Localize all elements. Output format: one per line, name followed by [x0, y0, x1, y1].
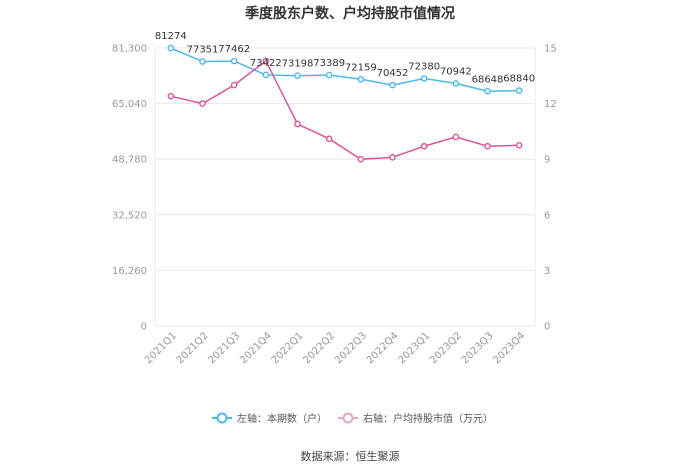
data-label: 77351: [187, 45, 219, 56]
data-point-left: [357, 75, 365, 83]
legend-marker-left: [216, 412, 228, 424]
data-point-right: [389, 154, 396, 161]
data-point-left: [515, 87, 523, 94]
right-tick-label: 6: [544, 210, 550, 221]
data-point-right: [325, 135, 333, 143]
data-label: 68648: [472, 74, 504, 85]
legend-item-right[interactable]: 右轴：户均持股市值（万元）: [338, 412, 493, 425]
right-tick-label: 9: [544, 155, 550, 166]
right-tick-label: 15: [544, 44, 557, 55]
series-layer: [167, 44, 523, 163]
chart-title: 季度股东户数、户均持股市值情况: [244, 5, 455, 22]
left-tick-label: 81,300: [112, 44, 147, 55]
legend-label-left: 左轴：本期数（户）: [237, 412, 327, 425]
data-point-left: [199, 58, 206, 65]
data-point-right: [230, 81, 238, 89]
right-tick-label: 3: [544, 266, 550, 277]
x-tick-label: 2022Q3: [333, 330, 369, 366]
data-label: 70452: [377, 68, 409, 79]
data-point-right: [199, 100, 206, 107]
x-tick-label: 2022Q4: [365, 330, 401, 366]
data-point-left: [294, 72, 301, 80]
data-point-left: [262, 71, 270, 79]
x-tick-label: 2021Q3: [206, 330, 242, 366]
data-point-left: [389, 81, 396, 89]
data-point-right: [262, 57, 270, 65]
data-point-right: [515, 141, 523, 149]
data-point-left: [452, 80, 460, 87]
data-point-right: [452, 133, 460, 141]
data-point-right: [420, 142, 428, 150]
legend-item-left[interactable]: 左轴：本期数（户）: [212, 412, 327, 425]
right-tick-label: 0: [544, 322, 550, 333]
data-label: 72159: [345, 62, 377, 73]
data-point-left: [325, 71, 333, 79]
legend-label-right: 右轴：户均持股市值（万元）: [363, 412, 493, 425]
data-label: 73422: [250, 58, 282, 69]
series-line-right: [170, 59, 520, 160]
data-point-left: [230, 57, 238, 65]
data-point-right: [167, 92, 175, 100]
x-tick-label: 2021Q4: [238, 330, 274, 366]
x-tick-label: 2021Q2: [175, 330, 211, 366]
x-tick-label: 2023Q2: [428, 330, 464, 366]
x-tick-label: 2022Q2: [301, 330, 337, 366]
data-point-right: [357, 155, 365, 163]
x-tick-label: 2023Q4: [491, 330, 527, 366]
data-label: 73198: [282, 59, 314, 70]
right-axis: 0 3 6 9 12 15: [544, 44, 557, 333]
legend: 左轴：本期数（户） 右轴：户均持股市值（万元）: [212, 412, 493, 425]
x-tick-label: 2022Q1: [270, 330, 306, 366]
series-line-left: [170, 47, 520, 93]
grid: [154, 47, 536, 327]
data-label: 68840: [503, 74, 535, 85]
data-point-right: [484, 142, 491, 150]
data-label: 70942: [440, 66, 472, 77]
x-tick-label: 2021Q1: [143, 330, 179, 366]
data-label: 73389: [313, 58, 345, 69]
legend-marker-right: [342, 412, 354, 424]
left-axis: 0 16,260 32,520 48,780 65,040 81,300: [112, 44, 147, 333]
right-tick-label: 12: [544, 99, 557, 110]
left-tick-label: 0: [141, 322, 147, 333]
left-tick-label: 32,520: [112, 210, 147, 221]
source-note: 数据来源：恒生聚源: [301, 449, 400, 463]
left-tick-label: 65,040: [112, 99, 147, 110]
data-point-left: [484, 87, 491, 95]
x-tick-label: 2023Q1: [396, 330, 432, 366]
x-tick-label: 2023Q3: [460, 330, 496, 366]
data-point-left: [420, 75, 428, 82]
data-label: 77462: [218, 44, 250, 55]
data-label: 81274: [155, 31, 187, 42]
data-point-right: [294, 120, 301, 128]
data-point-left: [167, 44, 175, 52]
x-axis: 2021Q12021Q22021Q32021Q42022Q12022Q22022…: [143, 330, 527, 366]
data-label: 72380: [408, 62, 440, 73]
left-tick-label: 16,260: [112, 266, 147, 277]
left-tick-label: 48,780: [112, 155, 147, 166]
